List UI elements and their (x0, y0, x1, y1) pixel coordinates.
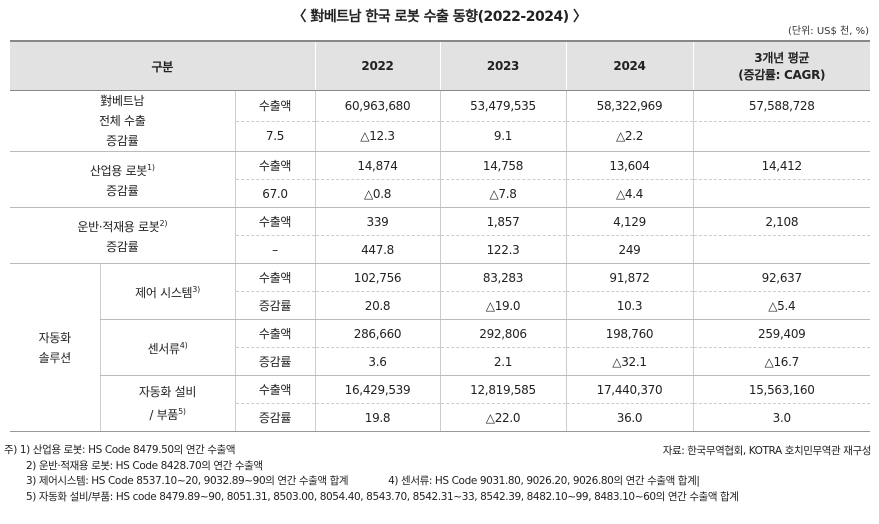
row-label: 증감률 (234, 347, 315, 376)
cell (692, 121, 870, 152)
table-row: 자동화 설비 / 부품5) 수출액 16,429,539 12,819,585 1… (10, 375, 870, 432)
row-label: 수출액 (234, 319, 315, 348)
cell: 13,604 (565, 151, 693, 180)
cell: 3.0 (692, 403, 870, 432)
cell: 19.8 (314, 403, 440, 432)
row-label: 수출액 (234, 263, 315, 292)
cell: △12.3 (314, 121, 440, 152)
header-avg-line1: 3개년 평균 (754, 51, 810, 65)
footnote: 2) 운반·적재용 로봇: HS Code 8428.70의 연간 수출액 (26, 459, 263, 472)
row-label: 수출액 (234, 375, 315, 404)
cell: 67.0 (234, 179, 315, 208)
table-row: 증감률 3.6 2.1 △32.1 △16.7 (10, 347, 870, 376)
group-industrial: 산업용 로봇1) 증감률 (10, 151, 235, 208)
cell: △5.4 (692, 291, 870, 320)
cell: – (234, 235, 315, 264)
row-label: 수출액 (234, 90, 315, 122)
cell: 92,637 (692, 263, 870, 292)
table-row: 증감률 20.8 △19.0 10.3 △5.4 (10, 291, 870, 320)
cell: △19.0 (439, 291, 566, 320)
cell: 14,758 (439, 151, 566, 180)
footnote: 주) 1) 산업용 로봇: HS Code 8479.50의 연간 수출액 (4, 444, 236, 456)
cell: 339 (314, 207, 440, 236)
cell: 14,412 (692, 151, 870, 180)
cell: 1,857 (439, 207, 566, 236)
cell: 249 (565, 235, 693, 264)
cell: 91,872 (565, 263, 693, 292)
table-row: 센서류4) 수출액 286,660 292,806 198,760 259,40… (10, 319, 870, 376)
cell: 7.5 (234, 121, 315, 152)
cell: △4.4 (565, 179, 693, 208)
footnote: 4) 센서류: HS Code 9031.80, 9026.20, 9026.8… (388, 475, 700, 487)
table-row: 7.5 △12.3 9.1 △2.2 (10, 121, 870, 152)
row-label: 증감률 (234, 403, 315, 432)
robot-export-table: 구분 2022 2023 2024 3개년 평균 (증감률: CAGR) 對베트남… (10, 40, 870, 432)
cell: 2.1 (439, 347, 566, 376)
header-2022: 2022 (314, 40, 440, 91)
cell: 12,819,585 (439, 375, 566, 404)
header-avg-line2: (증감률: CAGR) (738, 68, 826, 82)
table-row: 증감률 19.8 △22.0 36.0 3.0 (10, 403, 870, 432)
table-row: – 447.8 122.3 249 (10, 235, 870, 264)
cell: △0.8 (314, 179, 440, 208)
footnote: 3) 제어시스템: HS Code 8537.10~20, 9032.89~90… (26, 475, 349, 487)
item-control-system: 제어 시스템3) (99, 263, 235, 320)
cell: 122.3 (439, 235, 566, 264)
cell: 20.8 (314, 291, 440, 320)
cell: 2,108 (692, 207, 870, 236)
cell: 60,963,680 (314, 90, 440, 122)
header-row: 구분 2022 2023 2024 3개년 평균 (증감률: CAGR) (10, 40, 870, 91)
footnote-line: 3) 제어시스템: HS Code 8537.10~20, 9032.89~90… (4, 474, 739, 490)
footnote: 5) 자동화 설비/부품: HS code 8479.89~90, 8051.3… (26, 490, 739, 503)
table-title: 〈 對베트남 한국 로봇 수출 동향(2022-2024) 〉 (292, 9, 587, 25)
cell: △22.0 (439, 403, 566, 432)
cell: 83,283 (439, 263, 566, 292)
cell: 53,479,535 (439, 90, 566, 122)
cell: △16.7 (692, 347, 870, 376)
cell: △7.8 (439, 179, 566, 208)
group-automation: 자동화 솔루션 (10, 263, 100, 432)
cell: 57,588,728 (692, 90, 870, 122)
cell: △2.2 (565, 121, 693, 152)
cell: 9.1 (439, 121, 566, 152)
cell: 14,874 (314, 151, 440, 180)
row-label: 수출액 (234, 207, 315, 236)
cell: 36.0 (565, 403, 693, 432)
cell: 15,563,160 (692, 375, 870, 404)
table-row: 자동화 솔루션 제어 시스템3) 수출액 102,756 83,283 91,87… (10, 263, 870, 432)
cell: 17,440,370 (565, 375, 693, 404)
header-category: 구분 (10, 40, 315, 91)
row-label: 수출액 (234, 151, 315, 180)
cell: 292,806 (439, 319, 566, 348)
table-row: 對베트남 전체 수출 증감률 수출액 60,963,680 53,479,535 5… (10, 90, 870, 152)
cell (692, 179, 870, 208)
cell: 198,760 (565, 319, 693, 348)
header-2024: 2024 (565, 40, 693, 91)
table-row: 운반·적재용 로봇2) 증감률 수출액 339 1,857 4,129 2,108 (10, 207, 870, 264)
cell (692, 235, 870, 264)
table-row: 67.0 △0.8 △7.8 △4.4 (10, 179, 870, 208)
cell: 447.8 (314, 235, 440, 264)
footnotes: 주) 1) 산업용 로봇: HS Code 8479.50의 연간 수출액 2)… (4, 443, 739, 505)
cell: 259,409 (692, 319, 870, 348)
cell: 3.6 (314, 347, 440, 376)
cell: 102,756 (314, 263, 440, 292)
group-total: 對베트남 전체 수출 증감률 (10, 90, 235, 152)
header-average: 3개년 평균 (증감률: CAGR) (692, 40, 870, 91)
cell: 16,429,539 (314, 375, 440, 404)
header-2023: 2023 (439, 40, 566, 91)
item-automation-equipment: 자동화 설비 / 부품5) (99, 375, 235, 432)
row-label: 증감률 (234, 291, 315, 320)
cell: 4,129 (565, 207, 693, 236)
unit-label: (단위: US$ 천, %) (787, 26, 869, 37)
group-transport: 운반·적재용 로봇2) 증감률 (10, 207, 235, 264)
item-sensors: 센서류4) (99, 319, 235, 376)
table-row: 산업용 로봇1) 증감률 수출액 14,874 14,758 13,604 14,… (10, 151, 870, 208)
cell: 58,322,969 (565, 90, 693, 122)
cell: △32.1 (565, 347, 693, 376)
source-note: 자료: 한국무역협회, KOTRA 호치민무역관 재구성 (662, 445, 872, 457)
cell: 286,660 (314, 319, 440, 348)
cell: 10.3 (565, 291, 693, 320)
